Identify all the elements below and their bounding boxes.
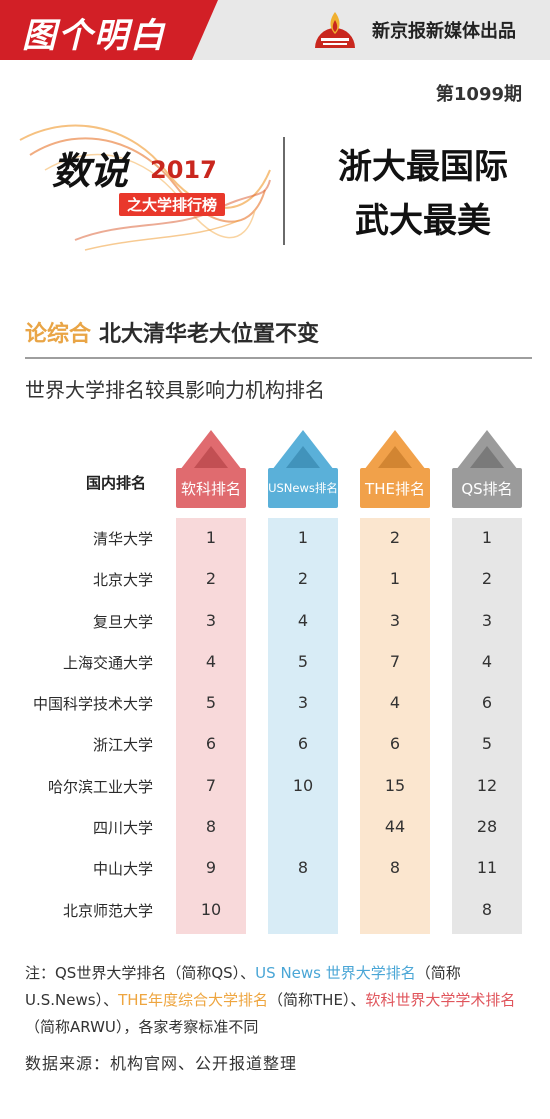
table-row: 四川大学 8 44 28 — [0, 809, 550, 850]
footnote: 注：QS世界大学排名（简称QS）、US News 世界大学排名（简称U.S.Ne… — [25, 960, 530, 1041]
rank-the: 8 — [389, 858, 401, 878]
university-name: 北京大学 — [92, 571, 153, 590]
rank-qs: 8 — [481, 899, 493, 919]
rank-usnews: 6 — [297, 734, 309, 754]
rank-arwu: 10 — [200, 899, 222, 919]
table-row: 哈尔滨工业大学 7 10 15 12 — [0, 768, 550, 809]
note-usnews-name: US News 世界大学排名 — [255, 964, 416, 982]
publisher-label: 新京报新媒体出品 — [372, 21, 516, 42]
rank-qs: 28 — [476, 817, 498, 837]
column-background-the — [360, 518, 430, 934]
rank-qs: 1 — [481, 528, 493, 547]
table-row: 北京师范大学 10 8 — [0, 892, 550, 933]
rank-the: 3 — [389, 610, 401, 630]
column-header-label: USNews排名 — [268, 468, 338, 508]
column-background-usnews — [268, 518, 338, 934]
row-header-label: 国内排名 — [86, 474, 147, 492]
table-row: 浙江大学 6 6 6 5 — [0, 726, 550, 767]
column-header-label: QS排名 — [452, 468, 522, 508]
headline-line-1: 浙大最国际 — [338, 147, 508, 187]
table-row: 清华大学 1 1 2 1 — [0, 520, 550, 561]
rank-usnews: 3 — [297, 693, 309, 713]
rank-arwu: 4 — [205, 651, 217, 671]
table-row: 上海交通大学 4 5 7 4 — [0, 644, 550, 685]
rank-qs: 12 — [476, 775, 498, 795]
university-name: 清华大学 — [92, 530, 153, 548]
title-divider — [283, 137, 285, 245]
rank-arwu: 9 — [205, 858, 217, 878]
rank-usnews: 5 — [297, 651, 309, 671]
university-name: 复旦大学 — [92, 612, 153, 631]
column-header-arwu: 软科排名 — [176, 430, 246, 508]
rank-qs: 11 — [476, 858, 498, 878]
title-year: 2017 — [150, 156, 217, 184]
headline: 浙大最国际 武大最美 — [303, 140, 543, 248]
section-accent: 论综合 — [25, 322, 92, 347]
rank-qs: 3 — [481, 610, 493, 630]
rank-the: 7 — [389, 651, 401, 671]
note-arwu-name: 软科世界大学学术排名 — [365, 991, 516, 1009]
rank-arwu: 7 — [205, 775, 217, 795]
note-the-name: THE年度综合大学排名 — [118, 991, 268, 1009]
rank-qs: 5 — [481, 734, 493, 754]
university-name: 中国科学技术大学 — [32, 695, 153, 714]
section-heading: 论综合 北大清华老大位置不变 — [25, 316, 319, 348]
data-source: 数据来源：机构官网、公开报道整理 — [25, 1054, 298, 1073]
table-row: 中国科学技术大学 5 3 4 6 — [0, 685, 550, 726]
column-header-the: THE排名 — [360, 430, 430, 508]
column-background-qs — [452, 518, 522, 934]
column-header-qs: QS排名 — [452, 430, 522, 508]
university-name: 北京师范大学 — [62, 901, 153, 920]
rank-usnews: 1 — [297, 528, 309, 547]
rank-qs: 2 — [481, 569, 493, 589]
rank-usnews: 10 — [292, 775, 314, 795]
column-header-usnews: USNews排名 — [268, 430, 338, 508]
top-banner: 图个明白 新京报新媒体出品 — [0, 0, 550, 60]
column-header-label: THE排名 — [360, 468, 430, 508]
note-text: （简称THE）、 — [268, 991, 366, 1009]
note-text: 注：QS世界大学排名（简称QS）、 — [25, 964, 256, 982]
rank-arwu: 1 — [205, 528, 217, 547]
university-name: 哈尔滨工业大学 — [47, 777, 153, 796]
headline-line-2: 武大最美 — [355, 201, 491, 241]
university-name: 四川大学 — [92, 819, 153, 838]
table-row: 北京大学 2 2 1 2 — [0, 561, 550, 602]
publisher-emblem-icon — [315, 12, 355, 48]
university-name: 中山大学 — [92, 860, 153, 879]
section-subtitle: 世界大学排名较具影响力机构排名 — [25, 378, 325, 402]
rank-arwu: 6 — [205, 734, 217, 754]
rank-the: 2 — [389, 528, 401, 547]
university-name: 浙江大学 — [92, 736, 153, 755]
section-divider — [25, 357, 532, 359]
rank-arwu: 3 — [205, 610, 217, 630]
shuo-title: 数说 — [52, 148, 129, 193]
rank-arwu: 8 — [205, 817, 217, 837]
rank-usnews: 4 — [297, 610, 309, 630]
rank-qs: 6 — [481, 693, 493, 713]
rank-the: 44 — [384, 817, 406, 837]
rank-the: 6 — [389, 734, 401, 754]
rank-arwu: 5 — [205, 693, 217, 713]
rank-arwu: 2 — [205, 569, 217, 589]
table-row: 复旦大学 3 4 3 3 — [0, 603, 550, 644]
rank-qs: 4 — [481, 651, 493, 671]
issue-number: 第1099期 — [435, 84, 522, 105]
brand-logo: 图个明白 — [0, 0, 218, 60]
university-name: 上海交通大学 — [62, 653, 153, 672]
brand-logo-text: 图个明白 — [22, 16, 166, 56]
rank-the: 4 — [389, 693, 401, 713]
rank-the: 15 — [384, 775, 406, 795]
ranking-table: 清华大学 1 1 2 1 北京大学 2 2 1 2 复旦大学 3 4 3 3 上… — [0, 520, 550, 933]
note-text: （简称ARWU），各家考察标准不同 — [25, 1018, 259, 1036]
note-text: （简称U.S.News）、 — [25, 964, 461, 1009]
rank-usnews: 2 — [297, 569, 309, 589]
ranking-label: 之大学排行榜 — [119, 193, 226, 216]
rank-the: 1 — [389, 569, 401, 589]
section-title: 北大清华老大位置不变 — [99, 322, 320, 347]
column-header-label: 软科排名 — [176, 468, 246, 508]
table-row: 中山大学 9 8 8 11 — [0, 850, 550, 891]
column-background-arwu — [176, 518, 246, 934]
rank-usnews: 8 — [297, 858, 309, 878]
